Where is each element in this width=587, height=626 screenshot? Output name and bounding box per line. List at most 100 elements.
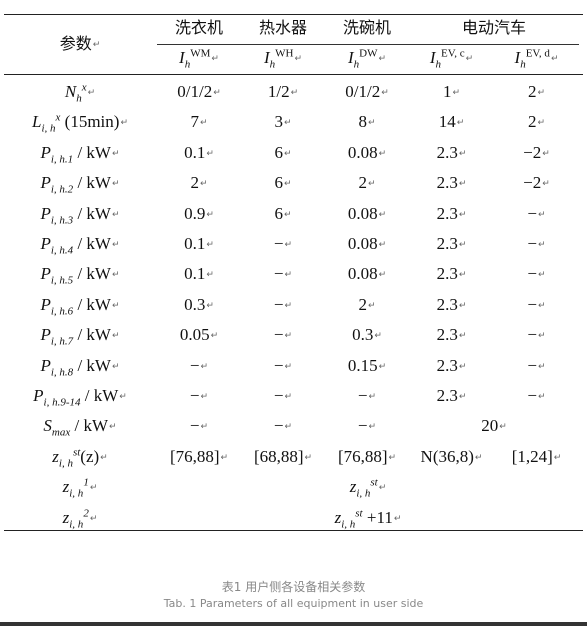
header-washing-machine: 洗衣机 bbox=[174, 18, 223, 37]
table-cell: −↵ bbox=[494, 204, 579, 225]
return-mark-icon: ↵ bbox=[465, 54, 474, 65]
label-var: z bbox=[334, 507, 342, 527]
table-cell: −↵ bbox=[241, 325, 325, 346]
return-mark-icon: ↵ bbox=[220, 452, 229, 463]
cell-value: 0.05 bbox=[179, 325, 210, 345]
return-mark-icon: ↵ bbox=[92, 39, 101, 50]
return-mark-icon: ↵ bbox=[538, 392, 546, 403]
return-mark-icon: ↵ bbox=[206, 300, 214, 311]
label-sub: i, h.3 bbox=[50, 213, 74, 226]
label-sup: x bbox=[81, 81, 87, 94]
table-caption-cn: 表1 用户侧各设备相关参数 bbox=[221, 580, 366, 594]
table-cell: 0/1/2↵ bbox=[157, 82, 241, 103]
cell-value: − bbox=[189, 355, 200, 375]
cell-value: 2 bbox=[358, 173, 367, 193]
return-mark-icon: ↵ bbox=[111, 179, 120, 190]
cell-value: − bbox=[527, 234, 538, 253]
cell-value: 8 bbox=[358, 112, 367, 132]
return-mark-icon: ↵ bbox=[499, 422, 507, 433]
table-cell: 2.3↵ bbox=[409, 386, 494, 407]
return-mark-icon: ↵ bbox=[111, 331, 120, 342]
cell-value: [68,88] bbox=[253, 446, 304, 466]
cell-value: − bbox=[527, 203, 538, 223]
return-mark-icon: ↵ bbox=[367, 118, 376, 129]
cell-value: − bbox=[357, 386, 368, 405]
return-mark-icon: ↵ bbox=[210, 331, 219, 342]
return-mark-icon: ↵ bbox=[119, 392, 127, 403]
page-bottom-bar bbox=[0, 622, 587, 626]
table-cell: −↵ bbox=[325, 416, 409, 437]
cell-value: 1/2 bbox=[267, 82, 290, 101]
table-caption-en: Tab. 1 Parameters of all equipment in us… bbox=[163, 597, 424, 610]
return-mark-icon: ↵ bbox=[200, 392, 209, 403]
cell-value: 2 bbox=[527, 82, 537, 101]
label-sub: i, h bbox=[356, 487, 371, 500]
cell-value: −2 bbox=[523, 173, 542, 193]
return-mark-icon: ↵ bbox=[89, 513, 98, 524]
var-I: I bbox=[179, 48, 185, 67]
row-label: Smax / kW↵ bbox=[10, 416, 150, 438]
return-mark-icon: ↵ bbox=[458, 300, 467, 311]
table-cell: 0/1/2↵ bbox=[325, 82, 409, 103]
table-top-rule bbox=[4, 14, 583, 15]
table-cell-merged: 20↵ bbox=[409, 416, 579, 437]
row-label: Pi, h.6 / kW↵ bbox=[10, 295, 150, 317]
cell-value: 0.1 bbox=[184, 234, 206, 253]
table-cell: N(36,8)↵ bbox=[409, 447, 494, 468]
return-mark-icon: ↵ bbox=[542, 148, 550, 159]
return-mark-icon: ↵ bbox=[538, 270, 546, 281]
table-cell: −↵ bbox=[494, 325, 579, 346]
cell-value: − bbox=[273, 416, 284, 436]
cell-value: 0.08 bbox=[347, 264, 378, 284]
cell-value: − bbox=[273, 355, 284, 375]
cell-value: 2.3 bbox=[436, 294, 458, 314]
label-sub: i, h.2 bbox=[50, 183, 74, 196]
row-label: Pi, h.4 / kW↵ bbox=[10, 234, 150, 257]
label-unit: / kW bbox=[80, 386, 119, 405]
return-mark-icon: ↵ bbox=[458, 240, 467, 251]
header-bottom-rule bbox=[4, 74, 583, 75]
return-mark-icon: ↵ bbox=[284, 331, 293, 342]
table-cell: −↵ bbox=[157, 386, 241, 407]
header-var-wm: IhWM↵ bbox=[157, 48, 241, 71]
label-var: L bbox=[32, 112, 42, 132]
cell-value: 2.3 bbox=[436, 264, 458, 284]
label-var: z bbox=[62, 477, 70, 497]
return-mark-icon: ↵ bbox=[109, 422, 117, 433]
table-cell: 14↵ bbox=[409, 112, 494, 133]
table-cell-formula: zi, hst +11↵ bbox=[157, 507, 579, 529]
var-I: I bbox=[514, 48, 521, 67]
label-var: z bbox=[62, 507, 70, 527]
return-mark-icon: ↵ bbox=[458, 392, 467, 403]
return-mark-icon: ↵ bbox=[283, 148, 292, 159]
label-sub: i, h.5 bbox=[50, 274, 74, 287]
var-I: I bbox=[429, 48, 436, 67]
cell-value: − bbox=[189, 386, 200, 405]
cell-value: − bbox=[273, 325, 284, 345]
row-label: Pi, h.2 / kW↵ bbox=[10, 173, 150, 196]
var-I: I bbox=[347, 48, 354, 67]
cell-value: 0.1 bbox=[184, 142, 206, 162]
cell-value: − bbox=[527, 386, 538, 405]
label-sub: i, h.8 bbox=[50, 365, 74, 378]
cell-value: 0/1/2 bbox=[345, 82, 381, 101]
return-mark-icon: ↵ bbox=[553, 452, 562, 463]
return-mark-icon: ↵ bbox=[367, 179, 376, 190]
cell-value: 3 bbox=[274, 112, 283, 132]
return-mark-icon: ↵ bbox=[200, 361, 209, 372]
label-unit: / kW bbox=[73, 142, 111, 162]
var-sub: h bbox=[269, 58, 276, 71]
label-sup: st bbox=[370, 476, 378, 489]
cell-value: 2 bbox=[527, 112, 537, 132]
return-mark-icon: ↵ bbox=[284, 270, 293, 281]
cell-value: 0.08 bbox=[347, 234, 378, 253]
return-mark-icon: ↵ bbox=[474, 452, 483, 463]
label-var: P bbox=[40, 203, 51, 223]
var-sub: h bbox=[184, 58, 191, 71]
label-sub: i, h bbox=[41, 122, 56, 135]
var-sup: EV, d bbox=[525, 47, 550, 60]
label-sub: i, h.4 bbox=[50, 244, 74, 257]
label-unit: / kW bbox=[73, 355, 111, 375]
table-cell: −↵ bbox=[494, 234, 579, 255]
header-var-dw: IhDW↵ bbox=[325, 48, 409, 70]
